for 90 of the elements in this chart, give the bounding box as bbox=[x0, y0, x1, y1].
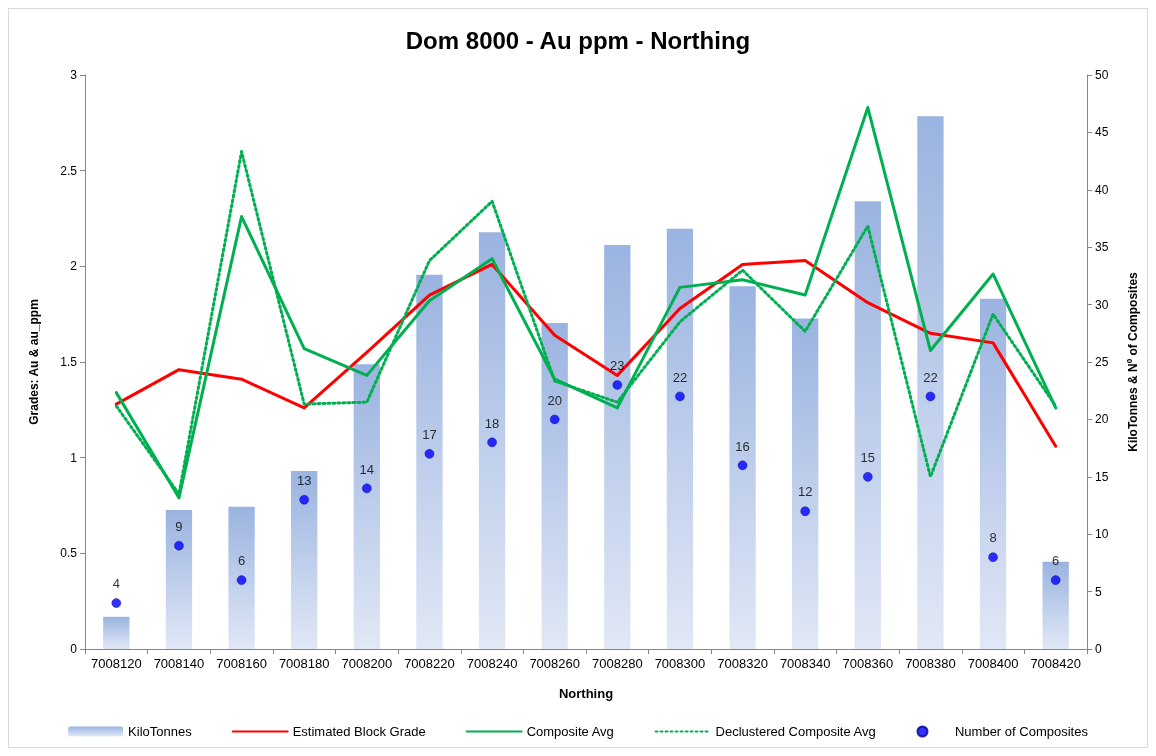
y-tick-label: 1.5 bbox=[60, 355, 78, 369]
y-axis-title: Grades: Au & au_ppm bbox=[27, 299, 41, 425]
point bbox=[988, 552, 998, 562]
y2-tick-label: 20 bbox=[1095, 412, 1109, 427]
data-label: 22 bbox=[923, 369, 938, 385]
x-tick-label: 7008300 bbox=[654, 656, 706, 671]
data-label: 17 bbox=[422, 427, 437, 443]
data-label: 15 bbox=[860, 450, 876, 466]
legend-label: KiloTonnes bbox=[128, 724, 193, 739]
point bbox=[299, 495, 309, 505]
y2-tick-label: 25 bbox=[1095, 355, 1109, 369]
bar bbox=[792, 318, 819, 649]
legend-label: Number of Composites bbox=[954, 724, 1089, 739]
bar bbox=[291, 471, 318, 649]
y2-tick-label: 15 bbox=[1095, 469, 1109, 484]
x-tick-label: 7008180 bbox=[278, 656, 330, 671]
data-label: 6 bbox=[1052, 553, 1060, 569]
data-label: 14 bbox=[359, 461, 375, 477]
data-label: 23 bbox=[610, 358, 625, 374]
y2-tick-label: 5 bbox=[1095, 584, 1102, 599]
data-label: 18 bbox=[484, 415, 500, 431]
bar bbox=[353, 364, 380, 649]
x-tick-label: 7008360 bbox=[842, 656, 894, 671]
data-label: 12 bbox=[797, 484, 813, 500]
x-tick-label: 7008380 bbox=[905, 656, 956, 671]
chart-title: Dom 8000 - Au ppm - Northing bbox=[405, 26, 751, 54]
bar bbox=[416, 274, 443, 649]
legend-label: Composite Avg bbox=[526, 724, 614, 739]
bar bbox=[541, 322, 568, 649]
point bbox=[863, 472, 873, 482]
data-label: 13 bbox=[296, 473, 312, 489]
point bbox=[925, 391, 936, 402]
data-label: 6 bbox=[237, 553, 246, 569]
x-tick-label: 7008280 bbox=[592, 656, 643, 671]
legend-label: Declustered Composite Avg bbox=[715, 724, 876, 739]
bar bbox=[103, 616, 130, 649]
point bbox=[675, 391, 685, 402]
x-tick-label: 7008200 bbox=[341, 656, 393, 671]
bar bbox=[165, 510, 193, 649]
bar bbox=[854, 201, 881, 649]
x-tick-label: 7008420 bbox=[1030, 656, 1081, 671]
bar bbox=[666, 228, 694, 649]
y-tick-label: 3 bbox=[70, 68, 78, 82]
bar bbox=[729, 286, 756, 649]
x-tick-label: 7008240 bbox=[466, 656, 518, 671]
point bbox=[1050, 575, 1061, 585]
point bbox=[362, 483, 372, 494]
y2-tick-label: 0 bbox=[1095, 642, 1102, 656]
x-tick-label: 7008260 bbox=[529, 656, 580, 671]
bar bbox=[604, 244, 631, 649]
point bbox=[549, 414, 560, 425]
bar bbox=[917, 116, 944, 649]
x-tick-label: 7008400 bbox=[967, 656, 1019, 671]
data-label: 4 bbox=[112, 576, 120, 592]
point bbox=[612, 380, 623, 390]
y2-axis-title: KiloTonnes & Nº of Composites bbox=[1126, 271, 1140, 452]
y2-tick-label: 45 bbox=[1095, 125, 1109, 140]
x-tick-label: 7008160 bbox=[216, 656, 267, 671]
point bbox=[174, 540, 184, 551]
data-label: 16 bbox=[735, 438, 750, 454]
x-tick-label: 7008120 bbox=[91, 656, 142, 671]
y-tick-label: 2 bbox=[70, 259, 78, 274]
point bbox=[424, 449, 435, 459]
y-tick-label: 0.5 bbox=[60, 546, 78, 561]
y2-tick-label: 10 bbox=[1095, 527, 1109, 542]
legend-label: Estimated Block Grade bbox=[292, 724, 426, 739]
data-label: 8 bbox=[989, 530, 997, 546]
bar bbox=[478, 232, 506, 649]
data-label: 20 bbox=[547, 392, 562, 408]
point bbox=[111, 598, 122, 608]
x-axis-title: Northing bbox=[558, 686, 614, 701]
point bbox=[800, 506, 810, 516]
y-tick-label: 1 bbox=[70, 450, 78, 465]
y2-tick-label: 50 bbox=[1095, 68, 1109, 82]
x-tick-label: 7008320 bbox=[717, 656, 768, 671]
y2-tick-label: 35 bbox=[1095, 240, 1109, 255]
y2-tick-label: 30 bbox=[1095, 297, 1109, 312]
y-tick-label: 2.5 bbox=[60, 163, 78, 178]
point bbox=[737, 460, 748, 471]
x-tick-label: 7008340 bbox=[779, 656, 831, 671]
y-tick-label: 0 bbox=[70, 642, 78, 656]
bar bbox=[228, 506, 255, 649]
x-tick-label: 7008140 bbox=[153, 656, 205, 671]
bar bbox=[979, 298, 1007, 649]
y2-tick-label: 40 bbox=[1095, 182, 1109, 197]
x-tick-label: 7008220 bbox=[404, 656, 455, 671]
data-label: 9 bbox=[175, 518, 183, 534]
point bbox=[236, 575, 247, 585]
data-label: 22 bbox=[672, 369, 688, 385]
point bbox=[487, 437, 497, 448]
